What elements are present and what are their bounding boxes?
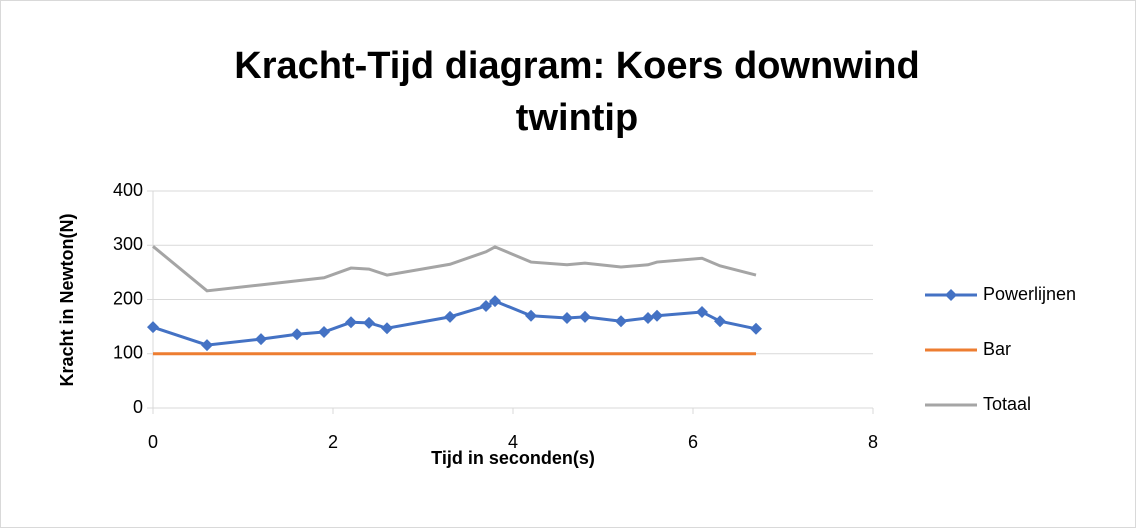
legend-marker — [945, 289, 957, 301]
data-point — [750, 322, 762, 335]
data-point — [363, 316, 375, 329]
data-point — [255, 333, 267, 346]
data-point — [714, 315, 726, 328]
y-tick-label: 100 — [113, 343, 143, 363]
x-tick-label: 0 — [148, 432, 158, 452]
legend-label: Bar — [983, 339, 1011, 359]
data-point — [525, 309, 537, 322]
data-point — [444, 310, 456, 323]
data-point — [201, 339, 213, 352]
data-point — [381, 322, 393, 335]
y-tick-label: 400 — [113, 180, 143, 200]
data-point — [561, 311, 573, 324]
x-tick-label: 8 — [868, 432, 878, 452]
legend-label: Powerlijnen — [983, 284, 1076, 304]
data-point — [489, 295, 501, 308]
y-axis-label: Kracht in Newton(N) — [57, 213, 77, 386]
data-point — [615, 315, 627, 328]
data-point — [480, 300, 492, 313]
data-point — [291, 328, 303, 341]
y-tick-label: 200 — [113, 288, 143, 308]
data-point — [579, 310, 591, 323]
data-point — [696, 305, 708, 318]
data-point — [651, 309, 663, 322]
data-point — [318, 326, 330, 339]
data-point — [345, 316, 357, 329]
x-tick-label: 2 — [328, 432, 338, 452]
y-tick-label: 0 — [133, 397, 143, 417]
x-tick-label: 4 — [508, 432, 518, 452]
series-line — [152, 245, 757, 293]
x-axis-label: Tijd in seconden(s) — [431, 448, 595, 468]
data-point — [147, 321, 159, 334]
data-point — [642, 311, 654, 324]
legend-label: Totaal — [983, 394, 1031, 414]
y-tick-label: 300 — [113, 234, 143, 254]
x-tick-label: 6 — [688, 432, 698, 452]
chart-title: Kracht-Tijd diagram: Koers downwind twin… — [234, 45, 920, 139]
